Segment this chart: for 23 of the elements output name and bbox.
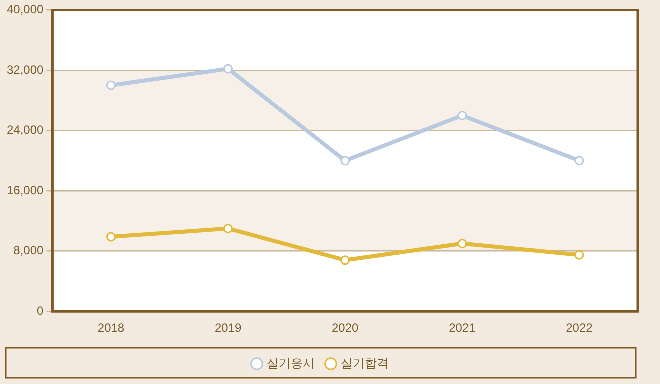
legend-label: 실기합격 — [341, 356, 389, 370]
point — [224, 224, 234, 234]
point — [340, 156, 350, 166]
x-tick-label: 2021 — [449, 321, 476, 336]
point — [574, 156, 584, 166]
x-tick-label: 2018 — [98, 321, 125, 336]
point — [106, 232, 116, 242]
point — [224, 64, 234, 74]
x-tick-label: 2020 — [332, 321, 360, 336]
x-tick-label: 2022 — [566, 321, 594, 336]
legend-label: 실기응시 — [267, 356, 315, 370]
y-tick-label: 40,000 — [7, 2, 44, 17]
y-tick-label: 24,000 — [7, 123, 44, 138]
point — [458, 110, 468, 120]
y-tick-label: 16,000 — [7, 183, 44, 198]
y-tick-label: 0 — [37, 304, 44, 318]
point — [458, 239, 468, 249]
point — [574, 250, 584, 260]
point — [106, 80, 116, 90]
y-tick-label: 8,000 — [14, 244, 44, 258]
y-tick-label: 32,000 — [7, 62, 44, 77]
point — [340, 256, 350, 266]
x-tick-label: 2019 — [214, 321, 242, 336]
